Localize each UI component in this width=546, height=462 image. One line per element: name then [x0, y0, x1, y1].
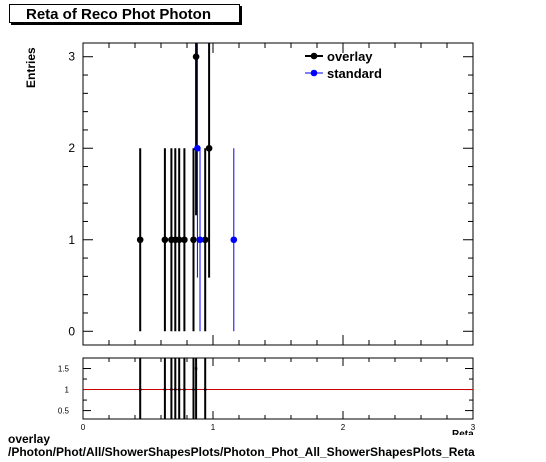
main-plot-frame [82, 42, 474, 346]
legend-label-overlay: overlay [327, 49, 373, 64]
legend: overlay standard [305, 49, 382, 81]
y-tick-label: 3 [68, 50, 75, 64]
x-axis-label: Reta [452, 430, 474, 435]
footer-line-1: overlay [8, 432, 51, 446]
overlay-point [136, 236, 144, 244]
legend-label-standard: standard [327, 66, 382, 81]
footer-caption: overlay /Photon/Phot/All/ShowerShapesPlo… [8, 433, 475, 459]
main-plot: 0 1 2 3 [68, 43, 474, 345]
ratio-point [204, 388, 207, 391]
ratio-x-tick-label: 2 [341, 423, 346, 432]
ratio-y-tick-label: 1.5 [58, 365, 70, 374]
legend-marker-standard [310, 69, 318, 77]
ratio-point [178, 388, 181, 391]
overlay-point [181, 236, 188, 244]
overlay-point [190, 236, 197, 244]
ratio-point [174, 388, 177, 391]
ratio-x-tick-label: 0 [81, 423, 86, 432]
ratio-point [183, 388, 186, 391]
ratio-x-tick-label: 1 [211, 423, 216, 432]
ratio-y-tick-label: 0.5 [58, 407, 70, 416]
ratio-plot-frame [82, 357, 474, 420]
overlay-point [201, 236, 209, 244]
standard-point [194, 144, 201, 152]
ratio-point [194, 367, 198, 370]
ratio-point [192, 388, 195, 391]
ratio-point [170, 388, 173, 391]
y-tick-label: 1 [68, 233, 75, 247]
y-tick-label: 2 [68, 141, 75, 155]
ratio-plot: 0.5 1 1.5 0 1 2 3 [58, 358, 476, 432]
chart-title: Reta of Reco Phot Photon [9, 4, 240, 23]
standard-point [230, 236, 238, 244]
footer-line-2: /Photon/Phot/All/ShowerShapesPlots/Photo… [8, 445, 475, 459]
overlay-point [192, 53, 200, 61]
y-tick-label: 0 [68, 324, 75, 338]
ratio-x-tick-label: 3 [471, 423, 476, 432]
overlay-point [175, 236, 183, 244]
overlay-point [161, 236, 169, 244]
ratio-point [163, 388, 167, 391]
ratio-y-tick-label: 1 [65, 386, 70, 395]
ratio-point [139, 388, 142, 391]
standard-point [196, 236, 204, 244]
legend-marker-overlay [310, 52, 318, 60]
overlay-point [205, 144, 213, 152]
